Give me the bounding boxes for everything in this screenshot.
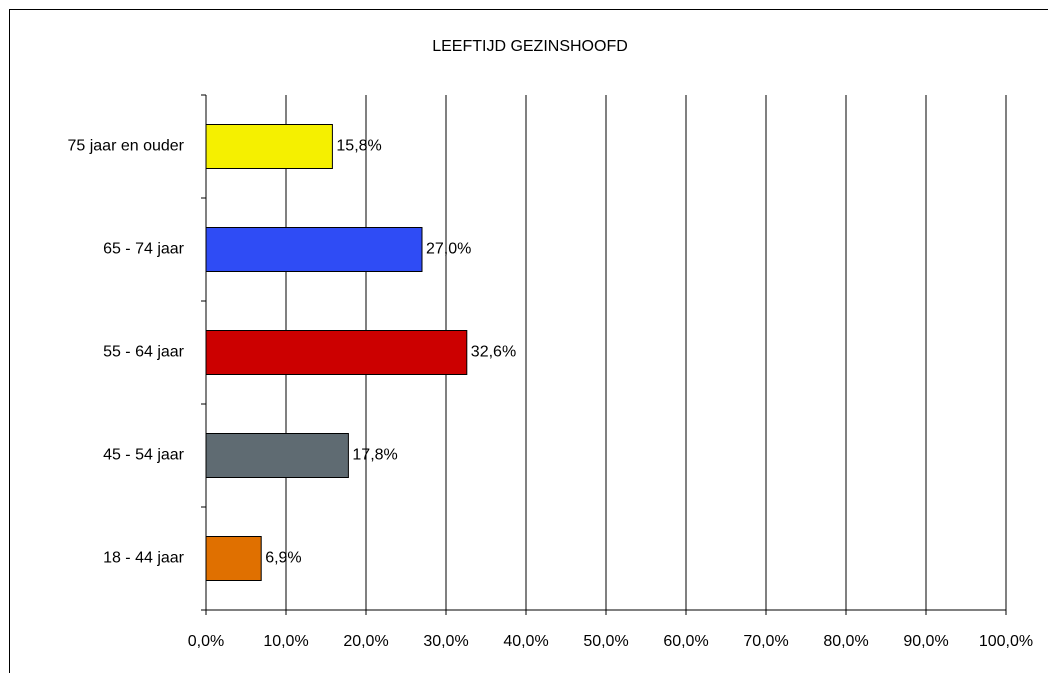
data-label: 15,8% bbox=[336, 138, 381, 155]
data-label: 6,9% bbox=[265, 550, 301, 567]
bar bbox=[206, 125, 332, 169]
x-tick-label: 100,0% bbox=[979, 633, 1033, 650]
x-tick-label: 80,0% bbox=[823, 633, 868, 650]
data-label: 32,6% bbox=[471, 344, 516, 361]
bar bbox=[206, 228, 422, 272]
bar bbox=[206, 331, 467, 375]
bar bbox=[206, 434, 348, 478]
x-tick-label: 40,0% bbox=[503, 633, 548, 650]
x-tick-label: 90,0% bbox=[903, 633, 948, 650]
x-tick-label: 10,0% bbox=[263, 633, 308, 650]
chart-title: LEEFTIJD GEZINSHOOFD bbox=[432, 38, 628, 55]
y-tick-label: 65 - 74 jaar bbox=[103, 241, 185, 258]
y-tick-label: 45 - 54 jaar bbox=[103, 447, 185, 464]
data-label: 17,8% bbox=[352, 447, 397, 464]
x-tick-label: 50,0% bbox=[583, 633, 628, 650]
bar bbox=[206, 537, 261, 581]
x-tick-label: 30,0% bbox=[423, 633, 468, 650]
x-tick-label: 20,0% bbox=[343, 633, 388, 650]
y-tick-label: 75 jaar en ouder bbox=[67, 138, 184, 155]
data-label: 27,0% bbox=[426, 241, 471, 258]
y-tick-label: 18 - 44 jaar bbox=[103, 550, 185, 567]
y-tick-label: 55 - 64 jaar bbox=[103, 344, 185, 361]
x-tick-label: 70,0% bbox=[743, 633, 788, 650]
x-tick-label: 0,0% bbox=[188, 633, 224, 650]
chart-frame bbox=[10, 10, 1048, 674]
x-tick-label: 60,0% bbox=[663, 633, 708, 650]
